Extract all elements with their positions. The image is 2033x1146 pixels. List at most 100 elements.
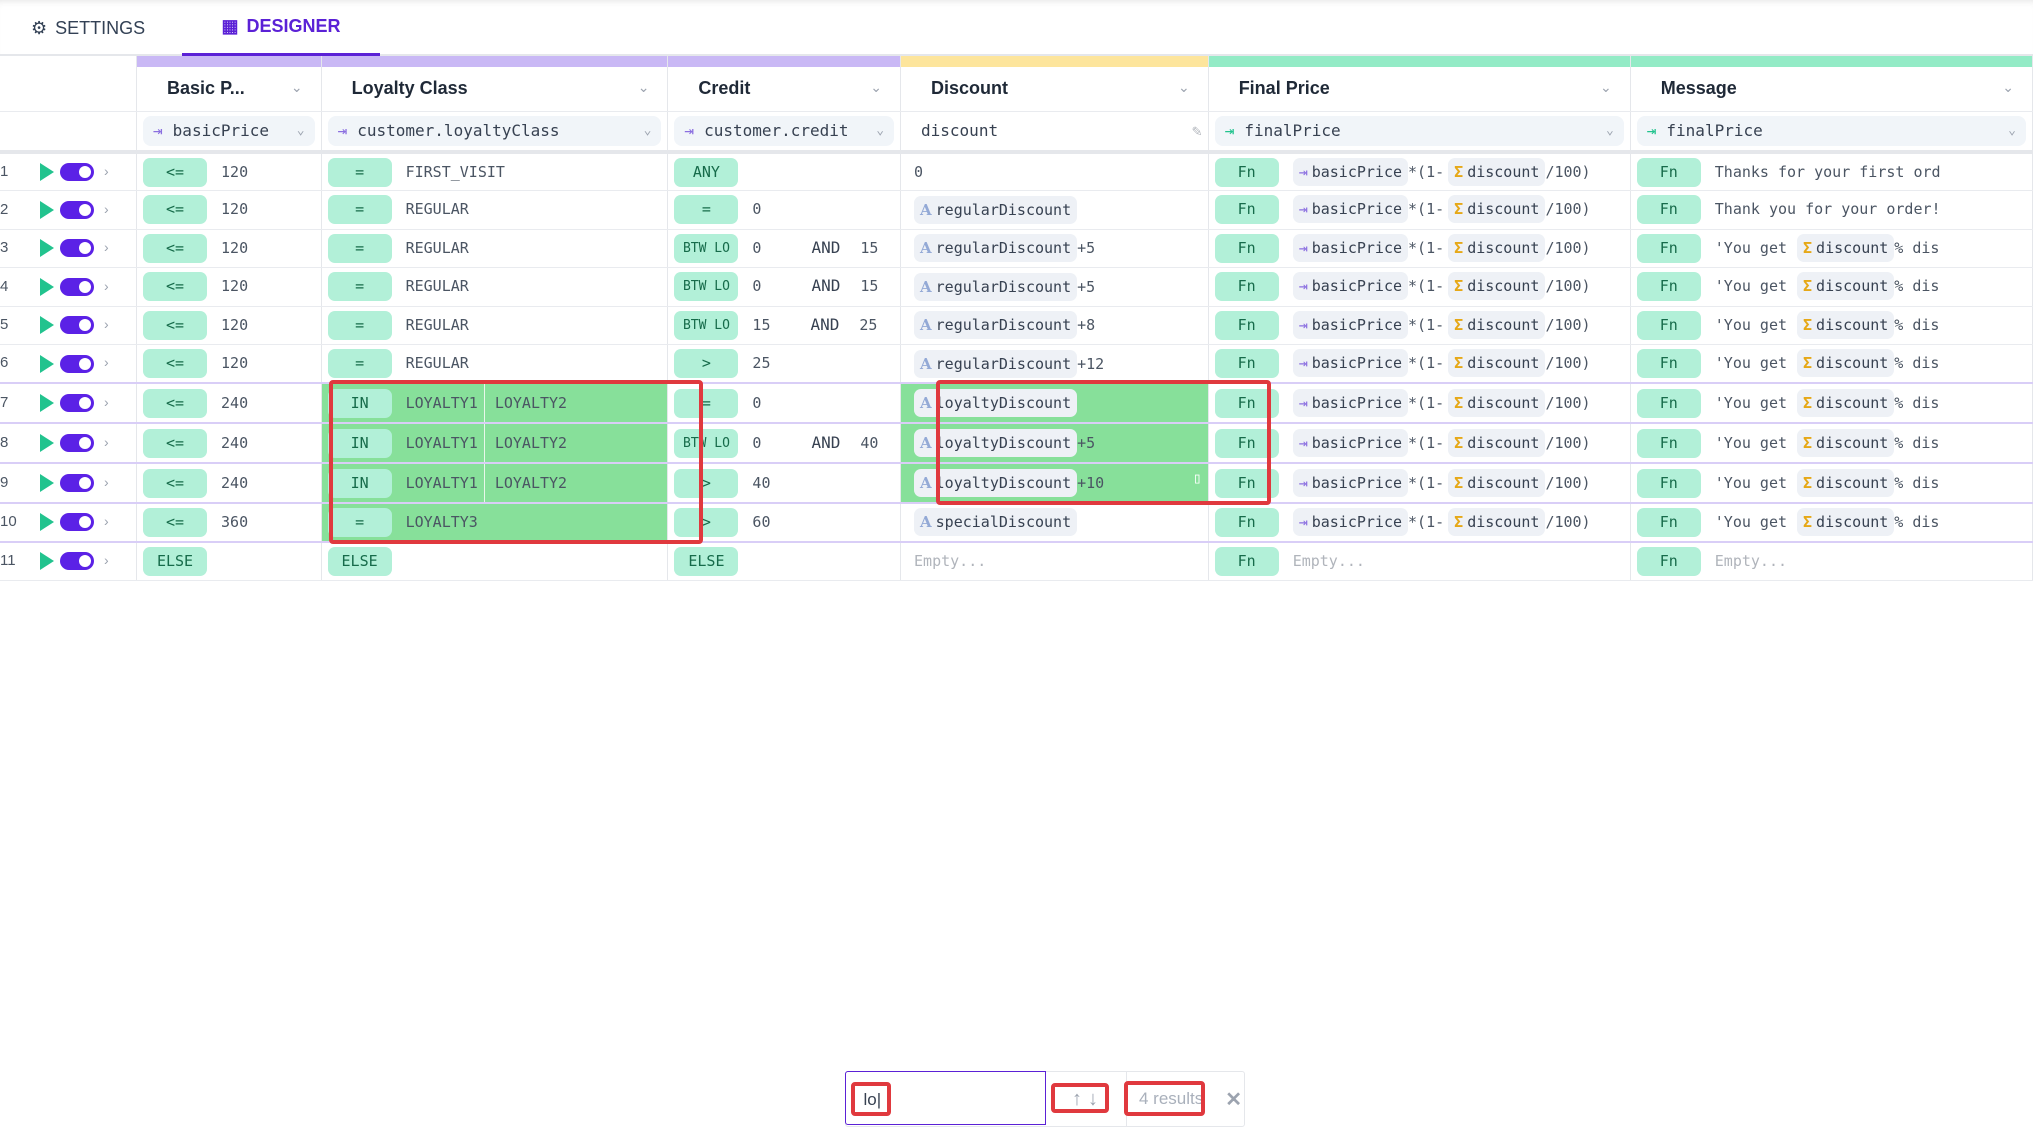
operator-badge[interactable]: ELSE xyxy=(143,546,208,576)
loyalty-class-cell[interactable]: = REGULAR xyxy=(321,267,669,307)
operator-badge[interactable]: = xyxy=(674,388,739,418)
operator-badge[interactable]: IN xyxy=(327,468,392,498)
column-header[interactable]: Discount ⌄ xyxy=(900,67,1209,112)
operator-badge[interactable]: = xyxy=(327,233,392,263)
chevron-right-icon[interactable]: › xyxy=(104,316,109,333)
operator-badge[interactable]: = xyxy=(327,349,392,378)
operator-badge[interactable]: = xyxy=(327,310,392,340)
chevron-right-icon[interactable]: › xyxy=(104,354,109,371)
credit-cell[interactable]: BTW LO 0 AND 40 xyxy=(667,422,902,464)
expression-select[interactable]: ⇥ finalPrice ⌄ xyxy=(1214,115,1624,146)
play-icon[interactable] xyxy=(40,394,54,413)
operator-badge[interactable]: = xyxy=(327,195,392,225)
credit-cell[interactable]: >25 xyxy=(667,344,902,384)
column-header[interactable]: Basic P... ⌄ xyxy=(136,67,322,112)
operator-badge[interactable]: ANY xyxy=(674,157,739,187)
expression-select[interactable]: ⇥ customer.loyaltyClass ⌄ xyxy=(327,115,662,146)
table-row[interactable]: 1 › <= 120 = FIRST_VISIT ANY 0 Fn ⇥ basicPrice *(1-… xyxy=(0,152,2033,191)
loyalty-class-cell[interactable]: = FIRST_VISIT xyxy=(321,152,669,191)
close-icon[interactable]: ✕ xyxy=(1225,1088,1243,1111)
operator-badge[interactable]: BTW LO xyxy=(674,272,739,302)
play-icon[interactable] xyxy=(40,316,54,335)
credit-cell[interactable]: >40 xyxy=(667,462,902,504)
operator-badge[interactable]: BTW LO xyxy=(674,310,739,340)
enable-toggle[interactable] xyxy=(60,354,94,373)
operator-badge[interactable]: Fn xyxy=(1214,233,1279,263)
operator-badge[interactable]: Fn xyxy=(1214,507,1279,537)
enable-toggle[interactable] xyxy=(60,277,94,296)
operator-badge[interactable]: = xyxy=(327,507,392,537)
operator-badge[interactable]: > xyxy=(674,349,739,378)
chevron-right-icon[interactable]: › xyxy=(104,239,109,256)
play-icon[interactable] xyxy=(40,163,54,182)
operator-badge[interactable]: Fn xyxy=(1214,349,1279,378)
operator-badge[interactable]: Fn xyxy=(1636,195,1701,225)
credit-cell[interactable]: BTW LO 0 AND 15 xyxy=(667,267,902,307)
operator-badge[interactable]: IN xyxy=(327,428,392,458)
tab-settings[interactable]: ⚙ SETTINGS xyxy=(31,17,146,38)
chevron-down-icon[interactable]: ⌄ xyxy=(637,79,650,95)
operator-badge[interactable]: Fn xyxy=(1214,388,1279,418)
pencil-icon[interactable]: ✎ xyxy=(1192,121,1202,141)
chevron-right-icon[interactable]: › xyxy=(104,200,109,217)
loyalty-class-cell[interactable]: = LOYALTY3 xyxy=(321,502,669,542)
arrow-up-icon[interactable]: ↑ xyxy=(1072,1087,1082,1110)
loyalty-class-cell[interactable]: IN LOYALTY1 LOYALTY2 xyxy=(321,382,669,424)
operator-badge[interactable]: Fn xyxy=(1636,468,1701,498)
arrow-down-icon[interactable]: ↓ xyxy=(1088,1087,1098,1110)
enable-toggle[interactable] xyxy=(60,434,94,453)
basic-price-cell[interactable]: <= 120 xyxy=(136,152,322,191)
chevron-right-icon[interactable]: › xyxy=(104,473,109,490)
operator-badge[interactable]: Fn xyxy=(1214,468,1279,498)
operator-badge[interactable]: Fn xyxy=(1214,272,1279,302)
credit-cell[interactable]: BTW LO 0 AND 15 xyxy=(667,229,902,268)
discount-cell[interactable]: Empty... xyxy=(900,540,1209,581)
operator-badge[interactable]: Fn xyxy=(1636,157,1701,187)
enable-toggle[interactable] xyxy=(60,200,94,219)
credit-cell[interactable]: >60 xyxy=(667,502,902,542)
operator-badge[interactable]: IN xyxy=(327,388,392,418)
credit-cell[interactable]: ANY xyxy=(667,152,902,191)
operator-badge[interactable]: <= xyxy=(143,468,208,498)
enable-toggle[interactable] xyxy=(60,316,94,335)
operator-badge[interactable]: <= xyxy=(143,310,208,340)
table-row[interactable]: 11 › ELSE ELSE ELSE Empty... Fn Empty... Fn Empty… xyxy=(0,540,2033,581)
play-icon[interactable] xyxy=(40,434,54,453)
operator-badge[interactable]: Fn xyxy=(1636,546,1701,576)
operator-badge[interactable]: <= xyxy=(143,507,208,537)
operator-badge[interactable]: <= xyxy=(143,388,208,418)
operator-badge[interactable]: Fn xyxy=(1214,546,1279,576)
chevron-down-icon[interactable]: ⌄ xyxy=(2002,79,2014,95)
play-icon[interactable] xyxy=(40,552,54,571)
basic-price-cell[interactable]: <= 240 xyxy=(136,462,322,504)
chevron-right-icon[interactable]: › xyxy=(104,162,109,179)
operator-badge[interactable]: <= xyxy=(143,349,208,378)
chevron-down-icon[interactable]: ⌄ xyxy=(290,79,303,95)
play-icon[interactable] xyxy=(40,513,54,532)
basic-price-cell[interactable]: <= 120 xyxy=(136,229,322,268)
basic-price-cell[interactable]: <= 120 xyxy=(136,190,322,230)
operator-badge[interactable]: Fn xyxy=(1214,428,1279,458)
operator-badge[interactable]: Fn xyxy=(1214,157,1279,187)
basic-price-cell[interactable]: <= 120 xyxy=(136,267,322,307)
